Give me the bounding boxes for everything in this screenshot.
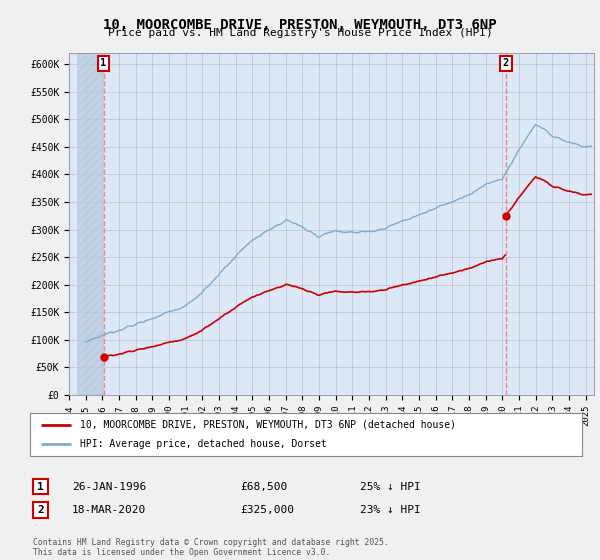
- Text: 2: 2: [503, 58, 509, 68]
- Text: 1: 1: [37, 482, 44, 492]
- Text: £68,500: £68,500: [240, 482, 287, 492]
- Text: Contains HM Land Registry data © Crown copyright and database right 2025.
This d: Contains HM Land Registry data © Crown c…: [33, 538, 389, 557]
- Text: 25% ↓ HPI: 25% ↓ HPI: [360, 482, 421, 492]
- Text: 1: 1: [100, 58, 107, 68]
- Bar: [77, 53, 104, 395]
- Text: 26-JAN-1996: 26-JAN-1996: [72, 482, 146, 492]
- Text: £325,000: £325,000: [240, 505, 294, 515]
- Text: Price paid vs. HM Land Registry's House Price Index (HPI): Price paid vs. HM Land Registry's House …: [107, 28, 493, 38]
- Text: HPI: Average price, detached house, Dorset: HPI: Average price, detached house, Dors…: [80, 439, 326, 449]
- Text: 23% ↓ HPI: 23% ↓ HPI: [360, 505, 421, 515]
- Text: 2: 2: [37, 505, 44, 515]
- Text: 10, MOORCOMBE DRIVE, PRESTON, WEYMOUTH, DT3 6NP (detached house): 10, MOORCOMBE DRIVE, PRESTON, WEYMOUTH, …: [80, 420, 455, 430]
- Text: 10, MOORCOMBE DRIVE, PRESTON, WEYMOUTH, DT3 6NP: 10, MOORCOMBE DRIVE, PRESTON, WEYMOUTH, …: [103, 18, 497, 32]
- Text: 18-MAR-2020: 18-MAR-2020: [72, 505, 146, 515]
